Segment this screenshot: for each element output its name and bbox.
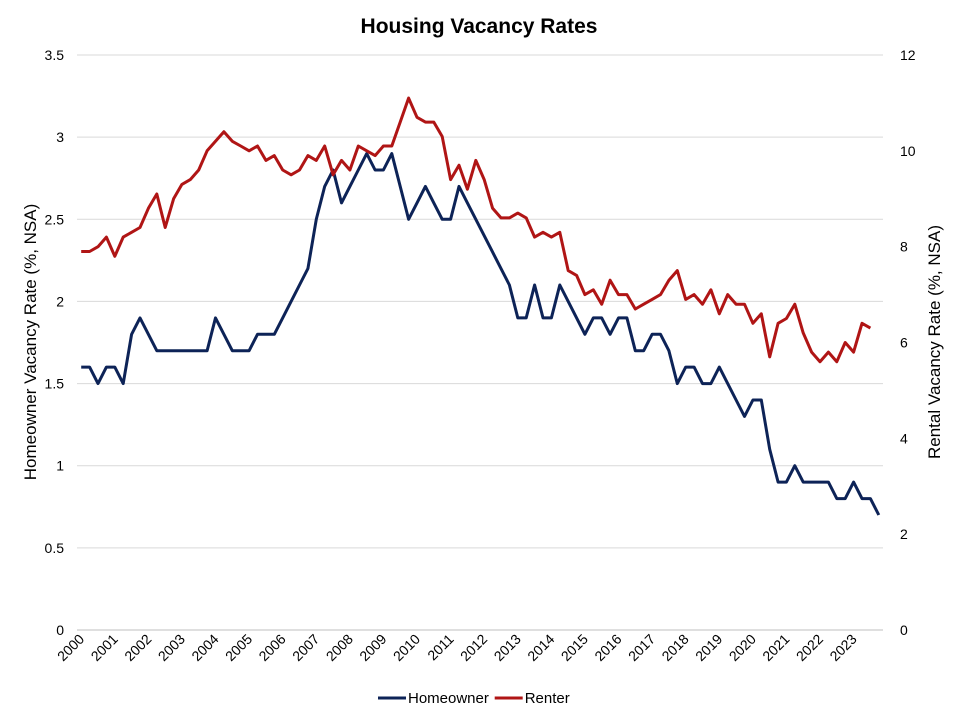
- left-axis-title: Homeowner Vacancy Rate (%, NSA): [21, 204, 40, 481]
- x-tick-label: 2004: [188, 631, 221, 664]
- x-tick-label: 2005: [222, 631, 255, 664]
- x-tick-label: 2018: [658, 631, 691, 664]
- left-tick-label: 3: [56, 129, 64, 145]
- left-tick-label: 3.5: [45, 47, 65, 63]
- x-tick-label: 2022: [793, 631, 826, 664]
- x-tick-label: 2007: [289, 631, 322, 664]
- x-tick-label: 2021: [759, 631, 792, 664]
- right-tick-label: 10: [900, 143, 916, 159]
- left-tick-label: 0.5: [45, 540, 65, 556]
- right-tick-label: 8: [900, 239, 908, 255]
- left-tick-label: 0: [56, 622, 64, 638]
- x-axis-ticks: 2000 2001 2002 2003 2004 2005 2006 2007 2008 2009…: [54, 631, 860, 664]
- legend: Homeowner Renter: [378, 690, 570, 707]
- x-tick-label: 2001: [88, 631, 121, 664]
- left-tick-label: 2.5: [45, 211, 65, 227]
- x-tick-label: 2013: [491, 631, 524, 664]
- x-tick-label: 2023: [826, 631, 859, 664]
- chart-title: Housing Vacancy Rates: [361, 15, 598, 38]
- left-tick-label: 1: [56, 458, 64, 474]
- right-tick-label: 0: [900, 622, 908, 638]
- series-line-homeowner: [81, 152, 881, 516]
- series-line-renter: [81, 96, 872, 364]
- x-tick-label: 2006: [255, 631, 288, 664]
- legend-label-renter: Renter: [525, 690, 570, 707]
- x-tick-label: 2014: [524, 631, 557, 664]
- left-tick-label: 2: [56, 293, 64, 309]
- x-tick-label: 2015: [558, 631, 591, 664]
- right-tick-label: 12: [900, 47, 916, 63]
- right-axis-ticks: 0 2 4 6 8 10 12: [900, 47, 916, 638]
- x-tick-label: 2019: [692, 631, 725, 664]
- right-axis-title: Rental Vacancy Rate (%, NSA): [925, 225, 944, 459]
- left-axis-ticks: 0 0.5 1 1.5 2 2.5 3 3.5: [45, 47, 65, 638]
- x-tick-label: 2017: [625, 631, 658, 664]
- x-tick-label: 2009: [356, 631, 389, 664]
- gridlines: [77, 54, 883, 549]
- x-tick-label: 2002: [121, 631, 154, 664]
- x-tick-label: 2012: [457, 631, 490, 664]
- left-tick-label: 1.5: [45, 376, 65, 392]
- x-tick-label: 2011: [424, 631, 457, 664]
- x-tick-label: 2020: [726, 631, 759, 664]
- series-lines: [81, 96, 881, 516]
- right-tick-label: 6: [900, 335, 908, 351]
- right-tick-label: 4: [900, 430, 908, 446]
- x-tick-label: 2010: [390, 631, 423, 664]
- x-tick-label: 2008: [323, 631, 356, 664]
- x-tick-label: 2016: [591, 631, 624, 664]
- x-tick-label: 2003: [155, 631, 188, 664]
- right-tick-label: 2: [900, 526, 908, 542]
- legend-label-homeowner: Homeowner: [408, 690, 489, 707]
